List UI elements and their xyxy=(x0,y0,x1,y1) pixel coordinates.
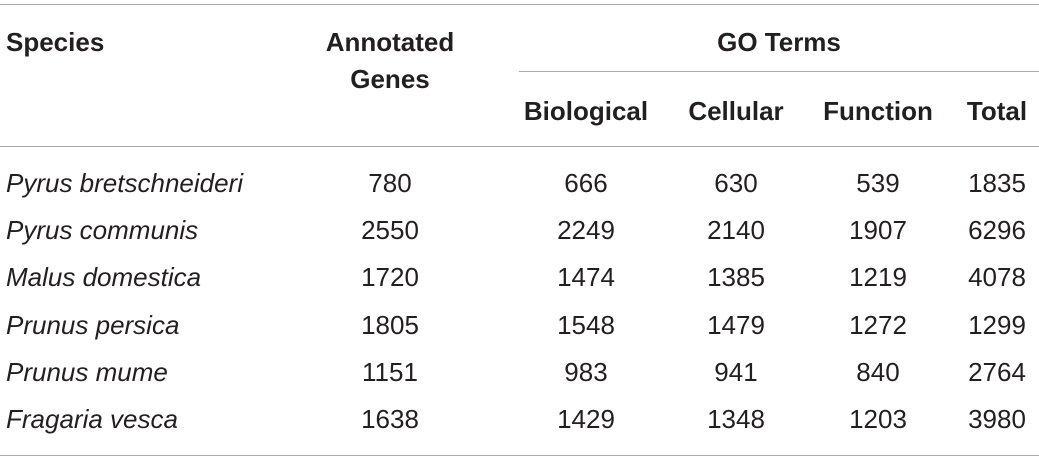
row-cellular: 1385 xyxy=(707,262,765,292)
header-biological: Biological xyxy=(523,96,649,126)
row-biological: 1429 xyxy=(557,404,615,434)
header-annotated-genes-line1: Annotated xyxy=(325,27,455,57)
row-annotated-genes: 1805 xyxy=(361,310,419,340)
top-rule xyxy=(0,4,1039,5)
row-total: 2764 xyxy=(968,357,1026,387)
row-function: 1907 xyxy=(849,215,907,245)
row-total: 4078 xyxy=(968,262,1026,292)
row-total: 1835 xyxy=(968,168,1026,198)
row-total: 3980 xyxy=(968,404,1026,434)
row-annotated-genes: 2550 xyxy=(361,215,419,245)
row-cellular: 1348 xyxy=(707,404,765,434)
row-function: 539 xyxy=(856,168,900,198)
row-species: Malus domestica xyxy=(6,262,202,292)
header-annotated-genes-line2: Genes xyxy=(350,64,430,94)
bottom-rule xyxy=(0,455,1039,456)
row-cellular: 2140 xyxy=(707,215,765,245)
header-go-terms: GO Terms xyxy=(717,27,841,57)
header-species: Species xyxy=(6,27,105,57)
row-function: 1203 xyxy=(849,404,907,434)
row-total: 1299 xyxy=(968,310,1026,340)
row-species: Pyrus communis xyxy=(6,215,199,245)
row-biological: 1474 xyxy=(557,262,615,292)
row-cellular: 630 xyxy=(714,168,758,198)
row-species: Prunus persica xyxy=(6,310,180,340)
header-bottom-rule xyxy=(0,146,1039,147)
go-terms-rule xyxy=(519,71,1039,72)
header-cellular: Cellular xyxy=(688,96,784,126)
row-species: Prunus mume xyxy=(6,357,168,387)
row-biological: 666 xyxy=(564,168,608,198)
row-annotated-genes: 1720 xyxy=(361,262,419,292)
row-biological: 2249 xyxy=(557,215,615,245)
row-annotated-genes: 1151 xyxy=(362,357,418,387)
row-biological: 1548 xyxy=(557,310,615,340)
row-species: Pyrus bretschneideri xyxy=(6,168,243,198)
row-function: 1272 xyxy=(849,310,907,340)
row-function: 1219 xyxy=(849,262,907,292)
row-annotated-genes: 780 xyxy=(368,168,412,198)
row-cellular: 1479 xyxy=(707,310,765,340)
row-function: 840 xyxy=(856,357,900,387)
header-total: Total xyxy=(966,96,1028,126)
row-cellular: 941 xyxy=(714,357,758,387)
row-total: 6296 xyxy=(968,215,1026,245)
row-species: Fragaria vesca xyxy=(6,404,178,434)
row-annotated-genes: 1638 xyxy=(361,404,419,434)
header-function: Function xyxy=(823,96,933,126)
row-biological: 983 xyxy=(564,357,608,387)
